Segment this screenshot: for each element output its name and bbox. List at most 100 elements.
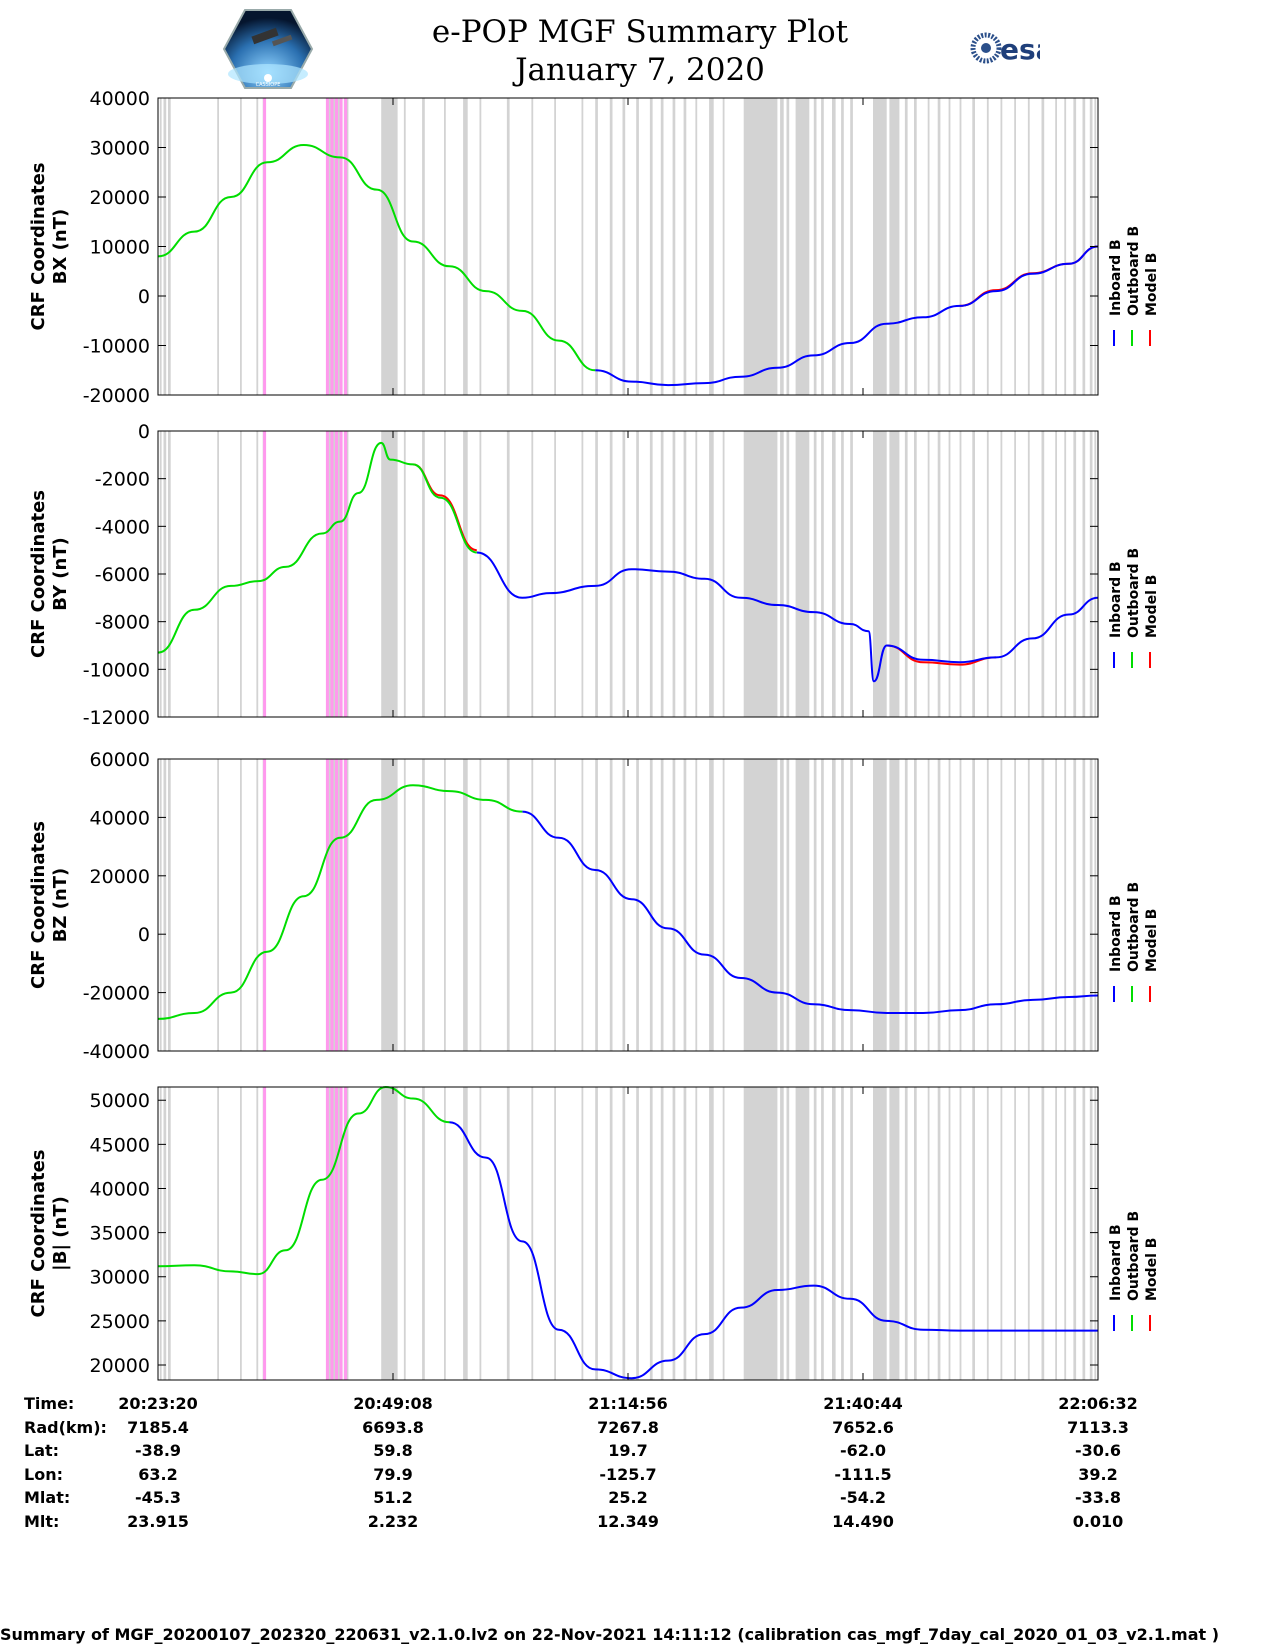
gap-band [554, 759, 556, 1051]
gap-band [821, 431, 824, 717]
gap-band [683, 759, 687, 1051]
info-row-label: Time: [24, 1394, 75, 1413]
gap-band [695, 759, 698, 1051]
y-axis-label-line2: BX (nT) [50, 209, 71, 284]
info-value: 7652.6 [832, 1418, 894, 1437]
gap-band [660, 1087, 664, 1380]
gap-band [217, 1087, 219, 1380]
gap-band [841, 98, 844, 395]
gap-band [422, 1087, 425, 1380]
gap-band [927, 759, 930, 1051]
series-line-outboard-b [157, 1085, 450, 1276]
y-tick-label: 40000 [90, 88, 150, 110]
gap-band [595, 98, 598, 395]
gap-band [904, 431, 908, 717]
gap-band [780, 1087, 784, 1380]
gap-band [1027, 98, 1030, 395]
gap-band [1082, 431, 1086, 717]
gap-band [554, 431, 556, 717]
gap-band [159, 1087, 162, 1380]
gap-band [531, 1087, 534, 1380]
event-marker [330, 431, 334, 717]
gap-band [948, 431, 951, 717]
gap-band [813, 1087, 817, 1380]
y-axis-label-line1: CRF Coordinates [28, 1150, 49, 1318]
gap-band [937, 98, 941, 395]
gap-band [622, 98, 626, 395]
gap-band [1000, 98, 1003, 395]
gap-band [1014, 431, 1016, 717]
gap-band [240, 759, 242, 1051]
gap-band [904, 98, 908, 395]
gap-band [531, 759, 534, 1051]
gap-band [986, 1087, 989, 1380]
gap-band [841, 759, 844, 1051]
y-tick-label: 45000 [90, 1134, 150, 1156]
info-value: 25.2 [608, 1488, 648, 1507]
gap-band [256, 431, 259, 717]
series-line-inboard-b [449, 1121, 1098, 1380]
cassiope-logo-text: CASSIOPE [256, 82, 281, 88]
gap-band [832, 98, 836, 395]
y-tick-label: -20000 [83, 983, 150, 1005]
event-marker [344, 98, 348, 395]
gap-band [649, 431, 653, 717]
gap-band [622, 759, 626, 1051]
gap-band [722, 759, 725, 1051]
y-tick-label: 30000 [90, 1267, 150, 1289]
gap-band [695, 431, 698, 717]
info-value: -125.7 [599, 1465, 657, 1484]
gap-band [217, 431, 219, 717]
gap-band [1082, 1087, 1086, 1380]
info-row-label: Rad(km): [24, 1418, 107, 1437]
gap-band [463, 1087, 468, 1380]
y-tick-label: 0 [138, 286, 150, 308]
gap-band [256, 759, 259, 1051]
gap-band [821, 98, 824, 395]
gap-band [622, 1087, 626, 1380]
y-tick-label: 20000 [90, 1355, 150, 1377]
gap-band [672, 431, 676, 717]
gap-band [832, 759, 836, 1051]
event-marker [344, 431, 348, 717]
gap-band [672, 1087, 676, 1380]
info-value: -33.8 [1074, 1488, 1122, 1507]
gap-band [959, 98, 962, 395]
gap-band [444, 431, 446, 717]
gap-band [780, 431, 784, 717]
gap-band [479, 98, 482, 395]
legend-label: Inboard B [1108, 1224, 1124, 1301]
gap-band [660, 98, 664, 395]
gap-band [972, 98, 975, 395]
y-axis-label-line1: CRF Coordinates [28, 163, 49, 331]
event-marker [330, 1087, 334, 1380]
gap-band [636, 431, 639, 717]
info-value: 22:06:32 [1058, 1394, 1138, 1413]
legend-label: Inboard B [1108, 561, 1124, 638]
info-value: 39.2 [1078, 1465, 1118, 1484]
gap-band [821, 759, 824, 1051]
gap-band [403, 431, 406, 717]
y-tick-label: -12000 [83, 707, 150, 729]
gap-band [479, 431, 482, 717]
gap-band [381, 98, 398, 395]
info-value: 6693.8 [362, 1418, 424, 1437]
gap-band [649, 98, 653, 395]
gap-band [786, 431, 790, 717]
gap-band [1000, 431, 1003, 717]
gap-band [1041, 431, 1045, 717]
info-row-label: Mlat: [24, 1488, 71, 1507]
gap-band [636, 759, 639, 1051]
info-value: 2.232 [367, 1512, 419, 1531]
info-row-label: Mlt: [24, 1512, 60, 1531]
gap-band [622, 431, 626, 717]
gap-band [168, 98, 171, 395]
gap-band [672, 98, 676, 395]
series-line-outboard-b [157, 441, 478, 654]
gap-band [672, 759, 676, 1051]
gap-band [1082, 98, 1086, 395]
y-axis-label-line1: CRF Coordinates [28, 490, 49, 658]
gap-band [479, 1087, 482, 1380]
gap-band [217, 759, 219, 1051]
series-line-inboard-b [522, 810, 1099, 1014]
